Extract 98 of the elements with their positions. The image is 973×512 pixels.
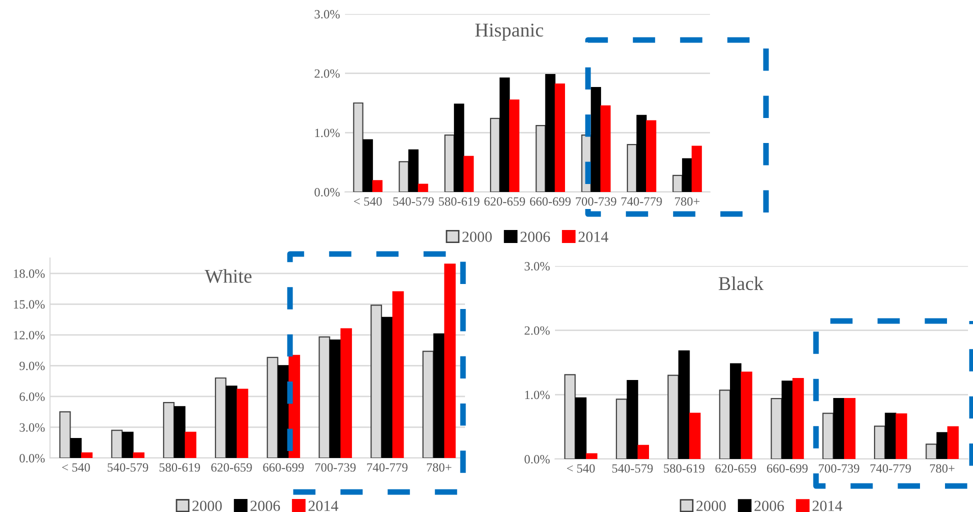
y-tick-label: 15.0% [14, 300, 45, 309]
legend-label: 2000 [192, 500, 222, 512]
x-tick-label: 540-579 [393, 197, 434, 206]
legend-label: 2014 [578, 232, 608, 242]
x-tick-label: 660-699 [263, 463, 304, 472]
chart-title: Hispanic [475, 24, 544, 41]
x-tick-label: 580-619 [664, 464, 704, 473]
y-tick-label: 12.0% [14, 330, 45, 340]
bar [70, 438, 82, 458]
bar [626, 380, 638, 459]
bar [947, 426, 959, 459]
bar [433, 333, 445, 458]
x-tick-label: 620-659 [211, 463, 252, 472]
bar [844, 398, 856, 459]
bar [500, 78, 510, 192]
legend-label: 2006 [754, 500, 784, 512]
bar [184, 432, 196, 458]
x-tick-label: 740-779 [367, 463, 408, 472]
bar [392, 291, 404, 458]
bar [692, 146, 702, 192]
bar [330, 339, 342, 458]
bar [444, 264, 456, 458]
bar [638, 444, 649, 459]
x-tick-label: 740-779 [622, 197, 662, 206]
bar [509, 99, 520, 192]
x-tick-label: 780+ [930, 464, 954, 473]
legend-label: 2000 [696, 500, 726, 512]
bar [418, 184, 428, 192]
y-tick-label: 3.0% [314, 10, 340, 19]
bar [600, 105, 611, 192]
y-tick-label: 18.0% [14, 269, 45, 278]
y-tick-label: 0.0% [524, 455, 550, 464]
y-tick-label: 1.0% [315, 128, 340, 138]
bar [678, 350, 690, 459]
bar [381, 316, 393, 458]
bar [586, 453, 598, 459]
bar [122, 432, 134, 458]
bar [896, 413, 908, 459]
bar [545, 74, 556, 192]
x-tick-label: 700-739 [315, 463, 356, 472]
bar [575, 397, 587, 459]
x-tick-label: 540-579 [108, 463, 148, 472]
y-tick-label: 1.0% [525, 390, 550, 400]
bar [636, 114, 647, 192]
x-tick-label: < 540 [354, 197, 382, 206]
bar [590, 87, 602, 192]
y-tick-label: 0.0% [20, 454, 45, 463]
x-tick-label: 620-659 [484, 197, 526, 206]
bar [884, 412, 896, 459]
bar [689, 412, 701, 459]
x-tick-label: 780+ [426, 463, 452, 472]
bar [454, 104, 464, 192]
x-tick-label: < 540 [62, 463, 90, 472]
bar [362, 139, 373, 192]
bar [372, 180, 383, 192]
bar [408, 149, 419, 192]
x-tick-label: 780+ [675, 197, 700, 206]
x-tick-label: 660-699 [530, 197, 571, 206]
x-tick-label: 540-579 [612, 464, 653, 473]
bar [236, 388, 248, 458]
bar [782, 380, 794, 459]
y-tick-label: 3.0% [20, 423, 45, 432]
bar [682, 158, 692, 192]
chart-title: White [204, 269, 252, 283]
bar [833, 398, 845, 459]
bar [792, 378, 804, 459]
bar [278, 365, 290, 458]
bar [132, 452, 144, 458]
bar [340, 328, 352, 458]
legend-label: 2014 [812, 500, 842, 512]
bar [646, 120, 656, 192]
y-tick-label: 3.0% [524, 262, 550, 271]
legend-label: 2014 [308, 500, 338, 512]
bar [464, 156, 474, 192]
chart-title: Black [718, 276, 764, 290]
bar [936, 432, 948, 459]
legend-label: 2006 [520, 232, 550, 242]
bar [226, 386, 238, 458]
y-tick-label: 2.0% [314, 69, 340, 78]
bar [81, 452, 93, 458]
y-tick-label: 6.0% [20, 392, 45, 401]
legend-label: 2006 [250, 500, 280, 512]
y-tick-label: 0.0% [314, 188, 340, 197]
y-tick-label: 9.0% [20, 362, 45, 370]
x-tick-label: < 540 [566, 464, 595, 473]
x-tick-label: 700-739 [576, 197, 616, 206]
bar [740, 372, 752, 459]
x-tick-label: 660-699 [767, 464, 808, 473]
x-tick-label: 740-779 [870, 464, 911, 473]
x-tick-label: 620-659 [715, 464, 756, 473]
legend-label: 2000 [462, 232, 492, 242]
bar [730, 363, 742, 459]
bar [174, 406, 186, 458]
bar [554, 83, 566, 192]
x-tick-label: 580-619 [438, 197, 480, 206]
x-tick-label: 580-619 [160, 463, 200, 472]
y-tick-label: 2.0% [524, 326, 550, 335]
x-tick-label: 700-739 [818, 464, 860, 473]
